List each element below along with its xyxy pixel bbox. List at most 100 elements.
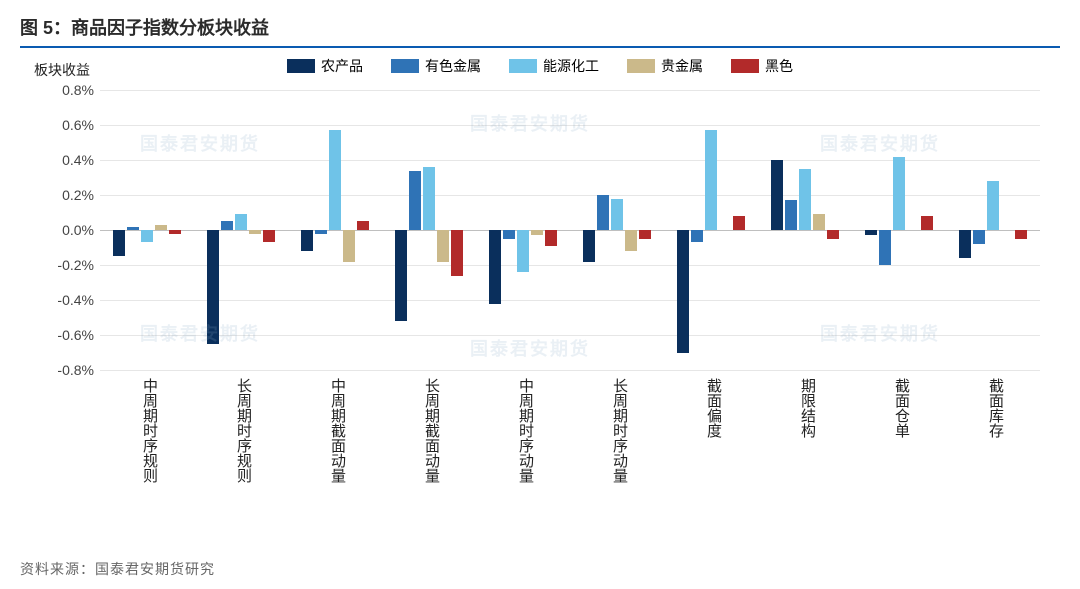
legend-label: 农产品 [321,56,363,76]
bar-group [207,90,275,370]
bar [921,216,933,230]
bar [879,230,891,265]
bar-group [583,90,651,370]
y-tick-label: 0.6% [62,117,94,133]
bar [705,130,717,230]
legend: 农产品 有色金属 能源化工 贵金属 黑色 [0,56,1080,76]
y-axis-labels: 0.8%0.6%0.4%0.2%0.0%-0.2%-0.4%-0.6%-0.8% [34,90,94,370]
bar [503,230,515,239]
bar [611,199,623,231]
bar [639,230,651,239]
x-tick-label: 截面偏度 [701,378,721,438]
bar [799,169,811,230]
legend-swatch [391,59,419,73]
chart-figure: 图 5：商品因子指数分板块收益 板块收益 农产品有色金属能源化工贵金属黑色 0.… [0,0,1080,589]
bar-group [959,90,1027,370]
bar-groups [100,90,1040,370]
bar [771,160,783,230]
y-tick-label: -0.6% [57,327,94,343]
bar [893,157,905,231]
bar [517,230,529,272]
legend-label: 黑色 [765,56,793,76]
bar [395,230,407,321]
y-tick-label: 0.0% [62,222,94,238]
y-tick-label: -0.8% [57,362,94,378]
bar [113,230,125,256]
bar [531,230,543,235]
bar [489,230,501,304]
bar-group [677,90,745,370]
bar [409,171,421,231]
bar-group [395,90,463,370]
bar [329,130,341,230]
legend-item: 黑色 [731,56,793,76]
bar [235,214,247,230]
bar [357,221,369,230]
y-tick-label: 0.2% [62,187,94,203]
y-tick-label: 0.4% [62,152,94,168]
x-tick-label: 截面仓单 [889,378,909,438]
bar [987,181,999,230]
bar [677,230,689,353]
bar [207,230,219,344]
bar-group [301,90,369,370]
bar [141,230,153,242]
legend-swatch [731,59,759,73]
x-tick-label: 长周期截面动量 [419,378,439,483]
bar-group [489,90,557,370]
bar [423,167,435,230]
legend-item: 能源化工 [509,56,599,76]
gridline [100,370,1040,371]
bar [625,230,637,251]
bar [1015,230,1027,239]
legend-swatch [627,59,655,73]
x-tick-label: 中周期截面动量 [325,378,345,483]
bar [813,214,825,230]
legend-swatch [287,59,315,73]
bar [127,227,139,231]
bar [221,221,233,230]
x-axis-labels: 中周期时序规则 长周期时序规则 中周期截面动量 长周期截面动量 中周期时序动量 长周期时序… [100,378,1040,558]
legend-item: 农产品 [287,56,363,76]
bar [583,230,595,262]
bar [249,230,261,234]
y-tick-label: -0.4% [57,292,94,308]
bar-group [865,90,933,370]
bar [733,216,745,230]
legend-label: 贵金属 [661,56,703,76]
y-tick-label: 0.8% [62,82,94,98]
x-tick-label: 期限结构 [795,378,815,438]
bar [437,230,449,262]
chart-source: 资料来源：国泰君安期货研究 [20,559,215,579]
bar [545,230,557,246]
legend-label: 有色金属 [425,56,481,76]
bar [785,200,797,230]
bar [959,230,971,258]
bar [315,230,327,234]
y-tick-label: -0.2% [57,257,94,273]
bar [263,230,275,242]
x-tick-label: 中周期时序动量 [513,378,533,483]
bar [827,230,839,239]
x-tick-label: 长周期时序规则 [231,378,251,483]
bar [451,230,463,276]
x-tick-label: 截面库存 [983,378,1003,438]
legend-swatch [509,59,537,73]
chart-title: 图 5：商品因子指数分板块收益 [20,8,1060,48]
bar-group [113,90,181,370]
bar [155,225,167,230]
x-tick-label: 长周期时序动量 [607,378,627,483]
bar [343,230,355,262]
legend-item: 贵金属 [627,56,703,76]
bar-group [771,90,839,370]
bar [865,230,877,235]
bar [597,195,609,230]
bar [169,230,181,234]
x-tick-label: 中周期时序规则 [137,378,157,483]
bar [301,230,313,251]
bar [691,230,703,242]
legend-label: 能源化工 [543,56,599,76]
legend-item: 有色金属 [391,56,481,76]
bar [973,230,985,244]
plot-area [100,90,1040,370]
